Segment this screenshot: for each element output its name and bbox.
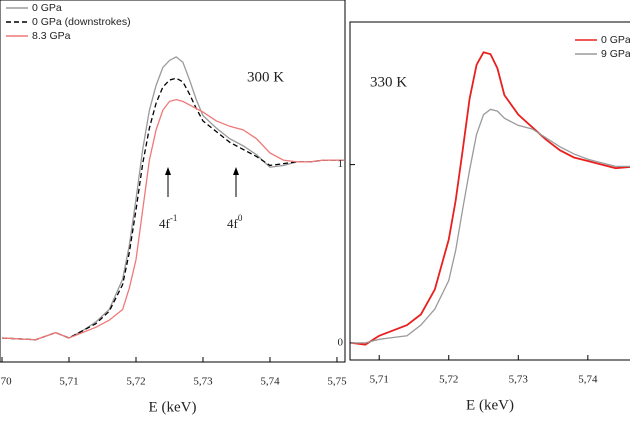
series-line <box>351 51 630 346</box>
x-tick-label: 5,74 <box>260 376 280 388</box>
peak-label-sup: -1 <box>170 213 178 223</box>
x-tick-label: 5,72 <box>439 374 458 386</box>
peak-label-base: 4f <box>227 216 239 231</box>
legend-label: 0 GPa <box>32 2 62 14</box>
x-tick-label: 5,71 <box>370 374 389 386</box>
series-line <box>351 108 630 344</box>
peak-label-base: 4f <box>159 216 171 231</box>
y-tick-label: 1 <box>338 158 344 170</box>
x-tick-label: 5,71 <box>59 376 78 388</box>
x-tick-label: 5,73 <box>193 376 213 388</box>
peak-label-sup: 0 <box>238 213 243 223</box>
arrow-head <box>233 167 239 175</box>
legend-label: 0 GPa <box>601 34 630 46</box>
x-tick-label: 5,70 <box>0 376 12 388</box>
legend-label: 8.3 GPa <box>32 30 71 42</box>
series-line <box>1 98 344 341</box>
series-line <box>1 77 344 341</box>
peak-label: 4f-1 <box>159 213 177 231</box>
y-tick-label: 0 <box>338 336 344 348</box>
plot-frame <box>0 0 346 363</box>
peak-label: 4f0 <box>227 213 243 231</box>
panel-label: 330 K <box>370 74 407 90</box>
x-tick-label: 5,74 <box>578 374 598 386</box>
series-line <box>1 56 344 341</box>
legend-label: 0 GPa (downstrokes) <box>32 16 131 28</box>
x-axis-label: E (keV) <box>466 397 514 413</box>
x-tick-label: 5,73 <box>509 374 529 386</box>
x-tick-label: 5,75 <box>327 376 347 388</box>
x-tick-label: 5,72 <box>126 376 145 388</box>
plot-frame <box>349 21 630 361</box>
x-axis-label: E (keV) <box>149 399 197 415</box>
arrow-head <box>165 167 171 175</box>
panel-label: 300 K <box>247 69 284 85</box>
legend-label: 9 GPa <box>601 48 630 60</box>
